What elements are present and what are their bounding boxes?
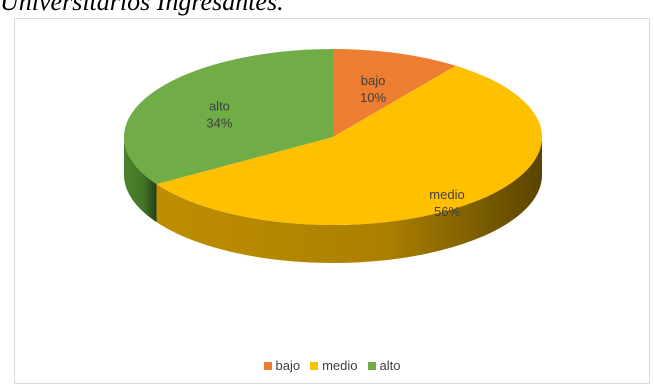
pie-slice-bajo (333, 49, 456, 137)
legend-label-bajo: bajo (275, 358, 301, 373)
figure-caption: Universitarios Ingresantes. (0, 0, 284, 16)
legend-swatch-medio (310, 361, 319, 370)
pie-chart: bajo 10% medio 56% alto 34% (123, 48, 543, 263)
legend-swatch-bajo (263, 361, 272, 370)
pie-side-shade-alto (124, 137, 157, 223)
slice-value-medio: 56% (434, 204, 460, 219)
legend-item-medio: medio (310, 358, 358, 373)
legend: bajo medio alto (15, 358, 649, 373)
pie-slice-alto (123, 48, 334, 185)
legend-label-medio: medio (322, 358, 358, 373)
pie-side-shade-medio (156, 137, 542, 263)
legend-item-alto: alto (367, 358, 401, 373)
slice-label-medio: medio (429, 187, 464, 202)
legend-item-bajo: bajo (263, 358, 301, 373)
chart-area: bajo 10% medio 56% alto 34% bajo medio alto (14, 18, 650, 384)
legend-swatch-alto (367, 361, 376, 370)
slice-label-bajo: bajo (361, 73, 386, 88)
pie-sides (124, 137, 542, 263)
pie-tops (123, 48, 543, 226)
pie-slice-medio (156, 65, 543, 226)
slice-value-alto: 34% (206, 116, 232, 131)
legend-label-alto: alto (379, 358, 401, 373)
slice-label-alto: alto (209, 99, 230, 114)
slice-value-bajo: 10% (360, 90, 386, 105)
pie-labels: bajo 10% medio 56% alto 34% (206, 73, 464, 219)
